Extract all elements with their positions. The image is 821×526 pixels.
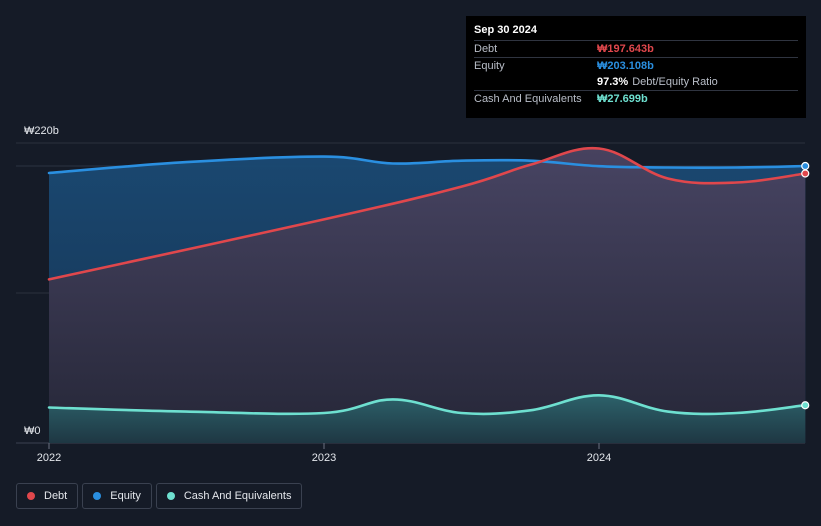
tooltip-ratio-label: Debt/Equity Ratio: [632, 76, 718, 88]
legend-item-cash[interactable]: Cash And Equivalents: [155, 483, 303, 509]
tooltip-debt-label: Debt: [474, 43, 498, 55]
legend-item-equity[interactable]: Equity: [82, 483, 152, 509]
tooltip-row-ratio: 97.3% Debt/Equity Ratio: [474, 74, 798, 90]
legend-cash-label: Cash And Equivalents: [183, 490, 292, 502]
x-tick-label: 2022: [37, 452, 61, 464]
legend-item-debt[interactable]: Debt: [16, 483, 79, 509]
legend-equity-dot: [93, 492, 102, 500]
legend-equity-label: Equity: [110, 490, 141, 502]
legend-debt-label: Debt: [44, 490, 68, 502]
debt-endpoint[interactable]: [801, 169, 810, 178]
cash-endpoint[interactable]: [801, 401, 810, 410]
tooltip-ratio-value: 97.3%: [597, 76, 629, 88]
equity-line: [47, 155, 807, 175]
series-lines: [47, 146, 807, 416]
tooltip-equity-value: ₩203.108b: [597, 60, 654, 72]
series-endpoints: [801, 161, 810, 410]
tooltip-debt-value: ₩197.643b: [597, 43, 654, 55]
cash-line: [47, 393, 807, 416]
debt-line: [47, 146, 807, 281]
debt-area: [49, 148, 806, 443]
x-axis: 2022 2023 2024: [37, 443, 611, 464]
chart-legend: Debt Equity Cash And Equivalents: [16, 483, 303, 509]
x-tick-label: 2023: [312, 452, 336, 464]
data-tooltip: Sep 30 2024 Debt ₩197.643b Equity ₩203.1…: [466, 16, 806, 118]
legend-cash-dot: [166, 492, 175, 500]
y-axis-bottom-label: ₩0: [24, 425, 41, 437]
tooltip-date: Sep 30 2024: [474, 24, 537, 36]
y-axis-top-label: ₩220b: [24, 125, 59, 137]
tooltip-row-debt: Debt ₩197.643b: [474, 40, 798, 57]
cash-area: [49, 395, 806, 443]
series-areas: [49, 148, 806, 444]
equity-endpoint[interactable]: [801, 161, 810, 171]
tooltip-cash-value: ₩27.699b: [597, 93, 648, 105]
tooltip-row-cash: Cash And Equivalents ₩27.699b: [474, 90, 798, 107]
legend-debt-dot: [27, 492, 35, 500]
tooltip-cash-label: Cash And Equivalents: [474, 93, 582, 105]
tooltip-equity-label: Equity: [474, 60, 505, 72]
tooltip-row-equity: Equity ₩203.108b: [474, 57, 798, 74]
x-tick-label: 2024: [587, 452, 611, 464]
